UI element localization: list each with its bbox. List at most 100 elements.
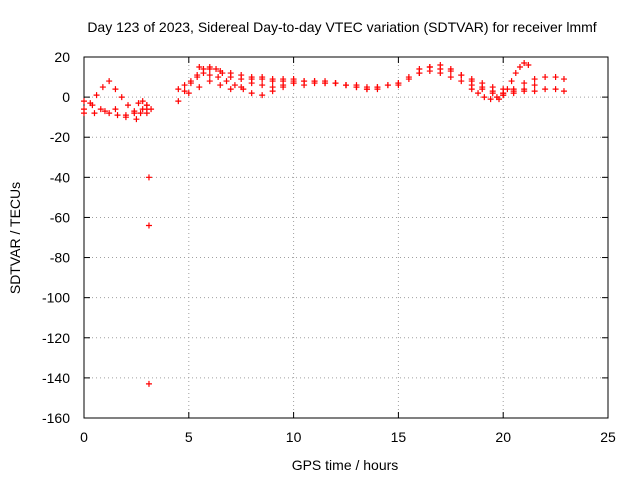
data-point [223,78,230,85]
data-point [93,92,100,99]
x-tick-label: 20 [495,429,511,445]
y-tick-label: -120 [42,330,70,346]
data-point [196,64,203,71]
data-point [122,112,129,119]
series-arc-day-c [185,78,402,97]
data-point [525,62,532,69]
data-point [217,68,224,75]
data-point [521,88,528,95]
data-point [552,86,559,93]
data-point [131,108,138,115]
data-point [215,74,222,81]
data-point [508,78,515,85]
x-tick-label: 15 [391,429,407,445]
data-point [521,80,528,87]
data-point [531,82,538,89]
y-axis-label: SDTVAR / TECUs [7,182,23,294]
data-point [248,90,255,97]
data-point [106,110,113,117]
data-point [560,88,567,95]
series-arc-late-a [395,62,567,97]
data-point [542,86,549,93]
data-point [135,100,142,107]
data-point [384,82,391,89]
data-point [363,86,370,93]
x-tick-label: 10 [286,429,302,445]
data-point [200,70,207,77]
series-arc-late-c [416,64,567,95]
data-point [145,222,152,229]
data-point [87,100,94,107]
series-outliers [145,174,152,387]
series-arc-day-b [175,70,381,99]
y-tick-label: -100 [42,290,70,306]
data-point [311,80,318,87]
y-tick-label: 20 [54,49,70,65]
data-point [416,66,423,73]
data-point [181,88,188,95]
data-point [81,110,87,117]
data-point [259,74,266,81]
data-point [447,68,454,75]
data-point [290,78,297,85]
data-point [395,80,402,87]
data-point [493,94,500,101]
axis-ticks: 0 5 10 15 20 25 -160 -140 -120 -100 -80 -60 -40 -20 0 2… [42,49,616,445]
data-point [139,98,146,105]
data-point [99,84,106,91]
data-point [137,110,144,117]
data-point [97,106,104,113]
data-point [259,92,266,99]
x-tick-label: 25 [600,429,616,445]
plot-frame [83,56,609,419]
data-point [510,88,517,95]
data-point [238,84,245,91]
data-point [512,70,519,77]
y-tick-label: -80 [50,250,70,266]
data-point [458,72,465,79]
data-point [468,86,475,93]
x-axis-label: GPS time / hours [292,457,399,473]
data-point [353,84,360,91]
data-marks [81,60,567,387]
data-point [206,66,213,73]
data-point [181,82,188,89]
data-point [426,64,433,71]
y-tick-label: 0 [62,89,70,105]
data-point [280,82,287,89]
data-point [118,94,125,101]
data-point [133,116,140,123]
data-point [106,78,113,85]
data-point [552,74,559,81]
data-point [213,66,220,73]
data-point [542,74,549,81]
data-point [194,74,201,81]
data-point [560,76,567,83]
data-point [145,380,152,387]
y-tick-label: -20 [50,129,70,145]
data-point [489,84,496,91]
data-point [280,76,287,83]
data-point [504,86,511,93]
data-point [175,98,182,105]
data-point [343,82,349,89]
data-point [479,86,486,93]
data-point [269,76,276,83]
data-point [458,78,465,85]
data-point [475,90,482,97]
series-arc-early-d [135,98,155,113]
data-point [374,84,381,91]
data-point [143,110,150,117]
data-point [500,90,507,97]
data-point [81,98,87,105]
data-point [489,90,496,97]
data-point [206,72,213,79]
data-point [259,82,266,89]
data-point [125,102,132,109]
data-point [91,110,98,117]
data-point [322,78,329,85]
data-point [269,84,276,91]
data-point [148,106,155,113]
data-point [143,102,150,109]
